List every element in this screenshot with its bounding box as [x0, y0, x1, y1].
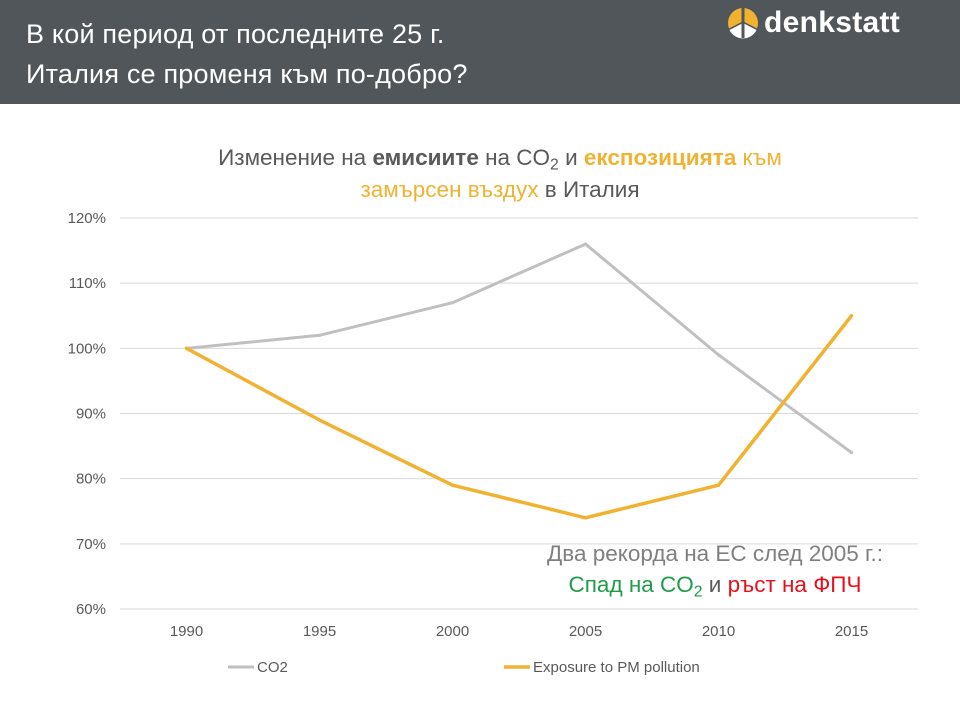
chart-title-text-run: Изменение на [218, 145, 373, 170]
y-tick-label: 90% [76, 406, 106, 423]
chart-title-line-2: замърсен въздух в Италия [150, 174, 850, 206]
y-tick-label: 60% [76, 601, 106, 618]
y-tick-label: 100% [68, 340, 106, 357]
chart-title-text-run: в Италия [538, 177, 640, 202]
data-point [450, 301, 455, 305]
series-lines [184, 242, 854, 520]
callout-text-run: Два рекорда на ЕС след 2005 г.: [547, 541, 883, 566]
y-tick-label: 70% [76, 536, 106, 553]
slide-title-line-2: Италия се променя към по-добро? [26, 59, 468, 89]
callout-line-2: Спад на CO2 и ръст на ФПЧ [490, 569, 940, 600]
y-tick-label: 120% [68, 210, 106, 227]
x-tick-label: 1995 [303, 623, 336, 640]
chart-title-text-run: емисиите [372, 145, 479, 170]
series-line-co2 [185, 242, 853, 455]
denkstatt-logo: denkstatt [726, 6, 900, 40]
x-tick-label: 2010 [702, 623, 735, 640]
data-point [849, 451, 854, 455]
callout-text-run: 2 [693, 583, 703, 601]
callout-text-run: и [702, 572, 728, 597]
x-tick-label: 2015 [835, 623, 868, 640]
y-tick-label: 80% [76, 471, 106, 488]
series-line-pm-exposure [184, 314, 854, 520]
chart-title-text-run: на CO [478, 145, 551, 170]
logo-text: denkstatt [764, 6, 901, 39]
chart-title-line-1: Изменение на емисиите на CO2 и експозици… [150, 142, 850, 174]
x-tick-label: 2005 [569, 623, 602, 640]
x-tick-label: 2000 [436, 623, 469, 640]
header-bar: В кой период от последните 25 г. Италия … [0, 0, 960, 104]
chart-title-text-run: и [558, 145, 584, 170]
slide-title: В кой период от последните 25 г. Италия … [26, 14, 468, 94]
data-point [849, 314, 854, 318]
gridlines [120, 217, 918, 610]
data-point [583, 516, 588, 520]
callout-line-1: Два рекорда на ЕС след 2005 г.: [490, 538, 940, 569]
legend-label: CO2 [257, 659, 288, 676]
chart-title-text-run: замърсен въздух [360, 177, 539, 202]
legend: CO2 Exposure to PM pollution [228, 659, 700, 676]
callout-text-run: Спад на CO [568, 572, 694, 597]
chart-title-text-run: 2 [550, 156, 559, 174]
data-point [583, 242, 588, 246]
x-axis-tick-labels: 1990 1995 2000 2005 2010 2015 [170, 623, 868, 640]
chart-title-text-run: към [736, 145, 782, 170]
x-tick-label: 1990 [170, 623, 203, 640]
legend-label: Exposure to PM pollution [533, 659, 700, 676]
data-point [716, 353, 721, 357]
data-point [450, 483, 455, 487]
y-axis-tick-labels: 60% 70% 80% 90% 100% 110% 120% [68, 210, 106, 618]
data-point [716, 483, 721, 487]
chart-title-text-run: експозицията [583, 145, 737, 170]
chart-title: Изменение на емисиите на CO2 и експозици… [150, 142, 850, 206]
callout-text: Два рекорда на ЕС след 2005 г.: Спад на C… [490, 538, 940, 600]
data-point [317, 333, 322, 337]
slide-title-line-1: В кой период от последните 25 г. [26, 19, 445, 49]
denkstatt-logo-icon [728, 7, 758, 39]
data-point [184, 346, 189, 350]
callout-text-run: ръст на ФПЧ [727, 572, 862, 597]
y-tick-label: 110% [69, 275, 106, 292]
data-point [317, 418, 322, 422]
